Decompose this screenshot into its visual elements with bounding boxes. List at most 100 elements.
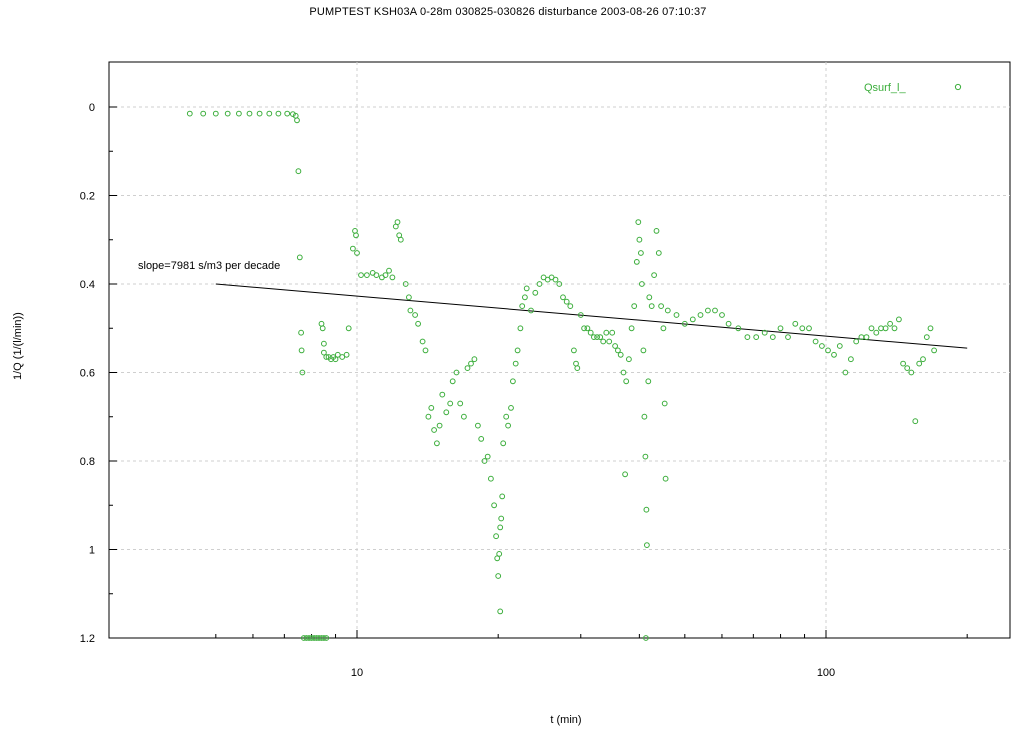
data-point: [382, 272, 389, 279]
data-point: [224, 110, 231, 117]
data-point: [664, 307, 671, 314]
data-point: [457, 400, 464, 407]
grid-lines: [109, 62, 1010, 638]
y-tick-label: 0.4: [80, 279, 95, 291]
data-point: [447, 400, 454, 407]
data-point: [612, 343, 618, 349]
data-point: [628, 325, 635, 332]
data-point: [641, 413, 648, 420]
y-tick-label: 0.6: [80, 368, 95, 380]
data-point: [500, 440, 507, 447]
data-point: [904, 365, 911, 372]
y-tick-label: 0: [89, 102, 95, 114]
axis-ticks: 10 100 0 0.2 0.4 0.6 0.8 1 1.2: [80, 102, 968, 679]
data-point: [643, 635, 649, 641]
data-point: [443, 409, 450, 416]
data-point: [510, 378, 516, 385]
data-point: [581, 325, 587, 332]
data-point: [556, 281, 563, 287]
data-point: [332, 356, 339, 363]
data-point: [891, 325, 898, 332]
data-point: [658, 303, 664, 310]
data-point: [819, 343, 825, 349]
data-point: [681, 320, 688, 327]
data-point: [643, 506, 650, 513]
data-point: [908, 369, 915, 376]
data-point: [394, 219, 401, 226]
data-point: [812, 338, 819, 345]
data-point: [806, 325, 812, 332]
data-point: [916, 360, 923, 367]
data-point: [339, 354, 346, 360]
data-point: [284, 110, 291, 117]
data-point: [609, 329, 616, 336]
data-point: [639, 281, 645, 287]
data-point: [560, 294, 566, 301]
data-point: [334, 351, 341, 358]
data-point: [623, 378, 630, 385]
data-point: [600, 338, 607, 345]
data-point: [475, 422, 481, 429]
data-point: [321, 349, 327, 356]
data-point: [498, 515, 505, 522]
data-point: [434, 440, 440, 447]
data-point: [660, 325, 667, 332]
data-point: [353, 232, 359, 239]
data-point: [887, 320, 893, 327]
data-point: [323, 354, 330, 360]
data-point: [725, 320, 732, 327]
fit-line-group: [215, 283, 968, 349]
data-point: [719, 312, 725, 318]
data-point: [873, 329, 880, 336]
data-point: [428, 405, 435, 411]
data-point: [645, 378, 652, 385]
data-point: [407, 307, 414, 314]
data-point: [425, 413, 432, 420]
data-point: [200, 110, 207, 117]
data-point: [364, 272, 370, 279]
data-point: [298, 329, 305, 336]
data-point: [497, 524, 504, 531]
data-point: [799, 325, 806, 332]
chart-title: PUMPTEST KSH03A 0-28m 030825-030826 dist…: [309, 6, 707, 18]
data-point: [761, 329, 768, 336]
data-point: [295, 168, 302, 175]
data-point: [673, 312, 680, 318]
data-point: [299, 369, 306, 376]
data-point: [397, 236, 404, 243]
data-point: [503, 413, 510, 420]
data-point: [323, 635, 330, 641]
data-point: [651, 272, 657, 279]
data-point: [622, 471, 628, 478]
data-point: [785, 334, 791, 341]
data-point: [842, 369, 849, 376]
data-point: [689, 316, 696, 323]
data-point: [496, 551, 503, 557]
data-point: [519, 303, 526, 310]
data-point: [275, 110, 282, 117]
data-point: [587, 329, 594, 336]
data-point: [294, 117, 300, 124]
data-point: [792, 320, 799, 327]
data-point: [488, 475, 494, 482]
data-point: [584, 325, 591, 332]
data-point: [358, 272, 364, 279]
x-tick-label: 10: [351, 667, 363, 679]
data-point: [626, 356, 632, 363]
data-point: [931, 347, 937, 354]
y-tick-label: 1.2: [80, 633, 95, 645]
data-point: [635, 219, 642, 226]
data-point: [567, 303, 574, 310]
data-point: [491, 502, 498, 509]
data-point: [298, 347, 305, 354]
data-point: [603, 329, 610, 336]
data-point: [831, 351, 837, 358]
data-point: [638, 250, 644, 256]
data-point: [256, 110, 263, 117]
plot-area-frame: [108, 61, 1011, 639]
data-point: [478, 436, 485, 442]
data-point: [640, 347, 647, 354]
data-point: [319, 325, 326, 332]
data-point: [705, 307, 711, 314]
data-point: [449, 378, 456, 385]
